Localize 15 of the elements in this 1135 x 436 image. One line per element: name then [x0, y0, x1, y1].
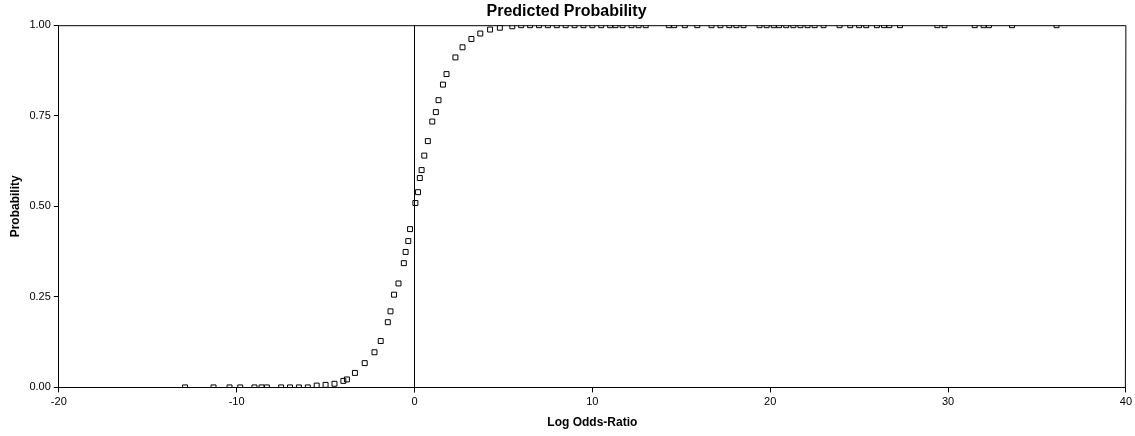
x-axis-title: Log Odds-Ratio: [547, 415, 638, 430]
y-axis-title: Probability: [7, 174, 22, 238]
y-tick-label: 0.75: [29, 108, 51, 121]
x-tick-label: 20: [764, 395, 777, 408]
x-tick-label: -10: [228, 395, 245, 408]
y-tick-label: 0.00: [29, 380, 51, 393]
y-tick-label: 0.50: [29, 199, 51, 212]
x-tick-label: -20: [50, 395, 67, 408]
x-tick-label: 0: [411, 395, 418, 408]
chart-title: Predicted Probability: [486, 2, 647, 20]
x-tick-label: 10: [586, 395, 599, 408]
y-tick-label: 1.00: [29, 18, 51, 31]
x-tick-label: 30: [941, 395, 955, 408]
x-tick-label: 40: [1119, 395, 1133, 408]
y-tick-label: 0.25: [29, 289, 51, 302]
